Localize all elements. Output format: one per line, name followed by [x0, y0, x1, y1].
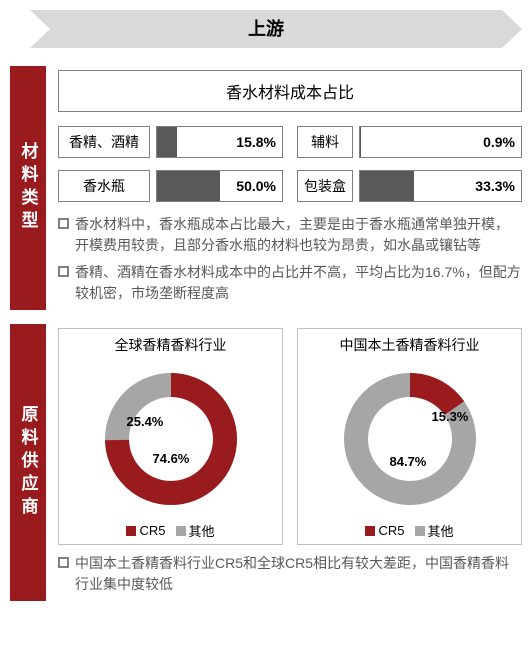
donut-label-other: 84.7%	[390, 454, 427, 469]
bar-value: 50.0%	[236, 171, 276, 201]
bullet-item: 香水材料中，香水瓶成本占比最大，主要是由于香水瓶通常单独开模，开模费用较贵，且部…	[58, 214, 522, 256]
bullet-item: 香精、酒精在香水材料成本中的占比并不高，平均占比为16.7%，但配方较机密，市场…	[58, 262, 522, 304]
bar-track: 0.9%	[359, 126, 522, 158]
bar-value: 15.8%	[236, 127, 276, 157]
legend-other: 其他	[415, 521, 454, 540]
bar-track: 50.0%	[156, 170, 283, 202]
bar-track: 33.3%	[359, 170, 522, 202]
donut-label-other: 25.4%	[127, 414, 164, 429]
donut-svg	[91, 359, 251, 519]
donut-label-cr5: 15.3%	[432, 409, 469, 424]
donut-panel-china: 中国本土香精香料行业 84.7% 15.3% CR5 其他	[297, 328, 522, 545]
upstream-arrow-header: 上游	[10, 10, 522, 48]
bar-fill	[360, 127, 361, 157]
donut-chart-china: 84.7% 15.3%	[330, 359, 490, 519]
legend-swatch-icon	[415, 526, 425, 536]
donut-legend: CR5 其他	[302, 521, 517, 540]
bar-track: 15.8%	[156, 126, 283, 158]
donut-title: 全球香精香料行业	[63, 335, 278, 355]
bar-auxiliary: 辅料 0.9%	[297, 126, 522, 158]
bar-value: 0.9%	[483, 127, 515, 157]
bullet-marker-icon	[58, 218, 69, 229]
cost-title: 香水材料成本占比	[58, 70, 522, 112]
bar-bottle: 香水瓶 50.0%	[58, 170, 283, 202]
section-tab-materials: 材料类型	[10, 66, 46, 310]
donut-svg	[330, 359, 490, 519]
bar-fill	[157, 127, 177, 157]
donut-legend: CR5 其他	[63, 521, 278, 540]
legend-swatch-icon	[365, 526, 375, 536]
bar-label: 包装盒	[297, 170, 353, 202]
section-body-materials: 香水材料成本占比 香精、酒精 15.8% 辅料 0.9% 香水瓶	[46, 66, 522, 310]
section-material-types: 材料类型 香水材料成本占比 香精、酒精 15.8% 辅料 0.9% 香水瓶	[10, 66, 522, 310]
legend-text: 其他	[189, 521, 215, 540]
section-tab-suppliers: 原料供应商	[10, 324, 46, 601]
legend-other: 其他	[176, 521, 215, 540]
bar-row-2: 香水瓶 50.0% 包装盒 33.3%	[58, 170, 522, 202]
donut-label-cr5: 74.6%	[153, 451, 190, 466]
bar-row-1: 香精、酒精 15.8% 辅料 0.9%	[58, 126, 522, 158]
bullet-text: 中国本土香精香料行业CR5和全球CR5相比有较大差距，中国香精香料行业集中度较低	[75, 553, 522, 595]
donut-chart-global: 25.4% 74.6%	[91, 359, 251, 519]
bullet-text: 香精、酒精在香水材料成本中的占比并不高，平均占比为16.7%，但配方较机密，市场…	[75, 262, 522, 304]
bullet-item: 中国本土香精香料行业CR5和全球CR5相比有较大差距，中国香精香料行业集中度较低	[58, 553, 522, 595]
legend-text: 其他	[428, 521, 454, 540]
legend-swatch-icon	[176, 526, 186, 536]
donut-row: 全球香精香料行业 25.4% 74.6% CR5 其他 中国本土香精香料行业	[58, 328, 522, 545]
bar-value: 33.3%	[475, 171, 515, 201]
legend-swatch-icon	[126, 526, 136, 536]
bar-label: 香精、酒精	[58, 126, 150, 158]
donut-panel-global: 全球香精香料行业 25.4% 74.6% CR5 其他	[58, 328, 283, 545]
section-body-suppliers: 全球香精香料行业 25.4% 74.6% CR5 其他 中国本土香精香料行业	[46, 324, 522, 601]
arrow-label: 上游	[10, 10, 522, 48]
legend-cr5: CR5	[126, 521, 165, 540]
bar-essence-alcohol: 香精、酒精 15.8%	[58, 126, 283, 158]
bar-label: 香水瓶	[58, 170, 150, 202]
legend-text: CR5	[378, 523, 404, 538]
bar-fill	[157, 171, 220, 201]
bar-label: 辅料	[297, 126, 353, 158]
bullet-marker-icon	[58, 266, 69, 277]
bar-packaging: 包装盒 33.3%	[297, 170, 522, 202]
legend-text: CR5	[139, 523, 165, 538]
bar-fill	[360, 171, 414, 201]
bullet-text: 香水材料中，香水瓶成本占比最大，主要是由于香水瓶通常单独开模，开模费用较贵，且部…	[75, 214, 522, 256]
donut-title: 中国本土香精香料行业	[302, 335, 517, 355]
section-suppliers: 原料供应商 全球香精香料行业 25.4% 74.6% CR5 其他	[10, 324, 522, 601]
bullet-marker-icon	[58, 557, 69, 568]
legend-cr5: CR5	[365, 521, 404, 540]
